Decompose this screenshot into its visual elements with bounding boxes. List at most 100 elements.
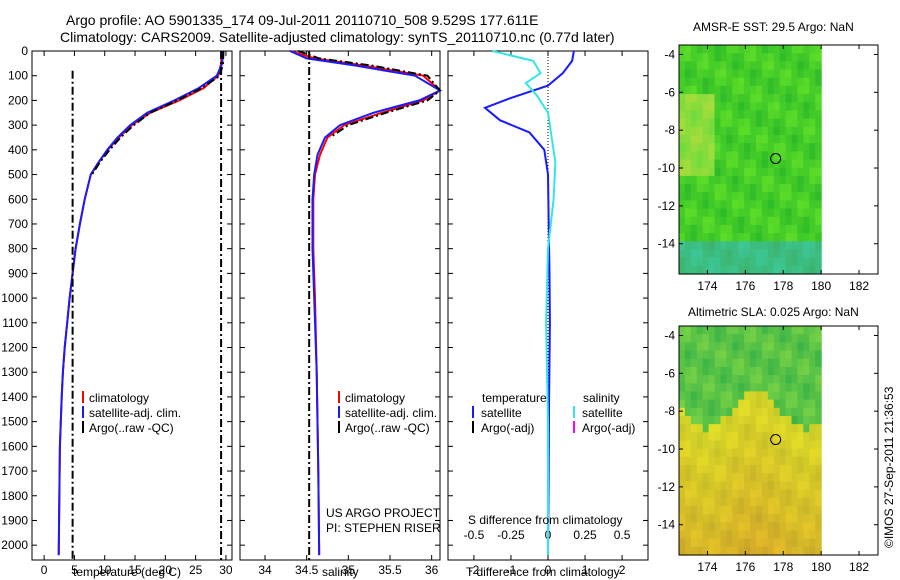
map-cell: [797, 481, 804, 491]
map-cell: [773, 505, 781, 515]
map-cell: [815, 473, 822, 482]
map-cell: [690, 143, 698, 152]
map-cell: [696, 167, 704, 177]
map-cell: [761, 465, 769, 474]
map-cell: [738, 432, 745, 442]
map-cell: [738, 497, 745, 507]
x-tick-label: 0: [41, 563, 48, 577]
map-cell: [732, 233, 739, 242]
map-cell: [708, 415, 716, 425]
map-cell: [773, 326, 781, 335]
map-cell: [779, 326, 787, 335]
map-cell: [702, 167, 710, 177]
map-cell: [761, 481, 769, 491]
map-cell: [791, 77, 799, 87]
map-cell: [785, 126, 793, 136]
map-cell: [809, 456, 816, 466]
map-cell: [797, 94, 804, 103]
map-cell: [755, 184, 763, 193]
map-cell: [702, 334, 710, 343]
map-cell: [732, 465, 739, 474]
map-cell: [750, 391, 757, 401]
map-cell: [696, 440, 704, 450]
map-cell: [726, 159, 733, 169]
map-cell: [815, 440, 822, 450]
map-cell: [761, 514, 769, 523]
map-cell: [803, 375, 810, 384]
map-cell: [690, 208, 698, 218]
map-cell: [785, 465, 793, 474]
map-cell: [738, 241, 745, 251]
map-cell: [815, 358, 822, 368]
map-cell: [755, 424, 763, 433]
map-cell: [732, 249, 739, 259]
map-cell: [779, 61, 787, 71]
map-cell: [714, 224, 722, 234]
map-cell: [773, 481, 781, 491]
map-cell: [761, 249, 769, 259]
map-cell: [714, 200, 722, 210]
map-cell: [773, 118, 781, 128]
x-tick-label: 20: [159, 563, 173, 577]
map-cell: [767, 399, 775, 409]
map-cell: [726, 200, 733, 210]
map-cell: [726, 342, 733, 352]
map-cell: [803, 538, 810, 548]
map-cell: [679, 77, 686, 87]
map-cell: [761, 383, 769, 393]
map-cell: [761, 375, 769, 384]
map-cell: [761, 200, 769, 210]
temperature-plot-frame: [31, 50, 233, 561]
map-cell: [714, 110, 722, 120]
map-cell: [726, 505, 733, 515]
map-cell: [726, 224, 733, 234]
map-cell: [779, 489, 787, 499]
map-cell: [708, 350, 716, 360]
map-cell: [797, 497, 804, 507]
map-cell: [750, 514, 757, 523]
map-cell: [791, 432, 799, 442]
map-cell: [815, 514, 822, 523]
map-cell: [761, 77, 769, 87]
map-cell: [761, 192, 769, 201]
map-cell: [761, 184, 769, 193]
map-cell: [684, 407, 692, 417]
salinity-axis-ticks: 34 34.5 35 35.5 36: [240, 50, 440, 577]
map-cell: [797, 159, 804, 169]
map-cell: [809, 342, 816, 352]
map-cell: [738, 200, 745, 210]
map-cell: [815, 489, 822, 499]
map-cell: [761, 118, 769, 128]
map-cell: [684, 456, 692, 466]
map-cell: [732, 94, 739, 103]
map-cell: [803, 350, 810, 360]
map-cell: [761, 134, 769, 144]
map-cell: [809, 110, 816, 120]
map-cell: [803, 432, 810, 442]
salinity-panel: 34 34.5 35 35.5 36 climatology satellite-adj…: [239, 50, 443, 579]
map-cell: [744, 424, 751, 433]
map-cell: [684, 546, 692, 556]
legend-label-sal-argo: Argo(-adj): [582, 421, 635, 435]
series-line-satellite-adj-clim-: [289, 50, 443, 556]
map-cell: [696, 77, 704, 87]
map-cell: [702, 118, 710, 128]
map-cell: [714, 497, 722, 507]
map-cell: [726, 546, 733, 556]
map-cell: [738, 424, 745, 433]
map-cell: [779, 448, 787, 458]
map-cell: [732, 350, 739, 360]
map-cell: [797, 241, 804, 251]
map-cell: [708, 249, 716, 259]
legend-swatch-climatology: [82, 391, 84, 403]
map-cell: [773, 257, 781, 267]
map-cell: [696, 497, 704, 507]
map-cell: [815, 424, 822, 433]
map-cell: [803, 257, 810, 267]
map-cell: [690, 546, 698, 556]
map-cell: [738, 407, 745, 417]
map-cell: [744, 383, 751, 393]
map-cell: [744, 102, 751, 112]
map-cell: [779, 432, 787, 442]
map-cell: [791, 326, 799, 335]
